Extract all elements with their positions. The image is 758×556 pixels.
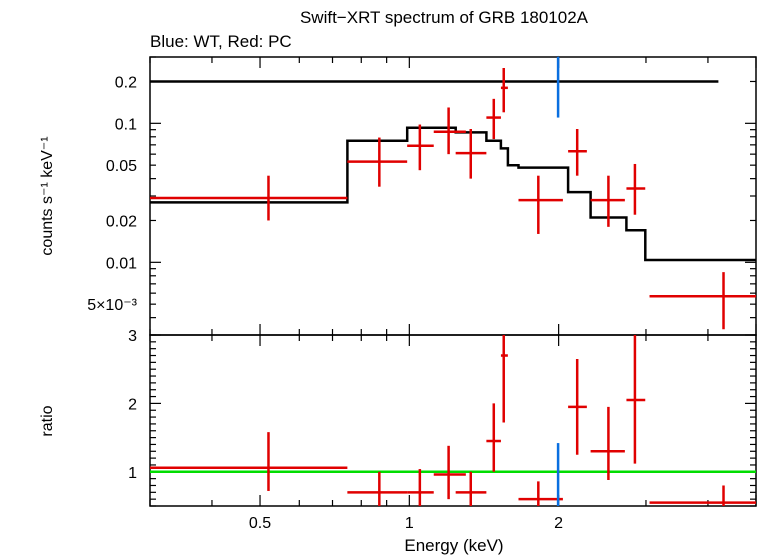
spectrum-frame <box>149 56 757 336</box>
y-tick-label: 2 <box>128 396 137 413</box>
y-tick-label: 0.2 <box>115 74 137 91</box>
spectrum-panel: 0.2 0.1 0.05 0.02 0.01 5×10⁻³ <box>87 55 757 336</box>
x-tick-label: 0.5 <box>249 515 271 532</box>
y-tick-label: 5×10⁻³ <box>87 297 137 314</box>
y-tick-label: 3 <box>128 328 137 345</box>
x-axis-label: Energy (keV) <box>404 536 503 555</box>
pc-model-line <box>150 126 756 262</box>
ratio-panel: 0.5 1 2 1 2 3 <box>128 328 757 532</box>
ratio-frame <box>149 334 757 507</box>
y-tick-label: 0.05 <box>106 158 137 175</box>
x-tick-label: 1 <box>405 515 414 532</box>
chart-title: Swift−XRT spectrum of GRB 180102A <box>300 8 589 27</box>
chart-subtitle: Blue: WT, Red: PC <box>150 32 292 51</box>
y-tick-label: 0.01 <box>106 255 137 272</box>
top-y-axis-label: counts s⁻¹ keV⁻¹ <box>39 136 56 255</box>
bottom-y-axis-label: ratio <box>39 405 56 436</box>
y-tick-label: 0.02 <box>106 213 137 230</box>
x-tick-label: 2 <box>554 515 563 532</box>
y-tick-label: 1 <box>128 465 137 482</box>
y-tick-label: 0.1 <box>115 116 137 133</box>
